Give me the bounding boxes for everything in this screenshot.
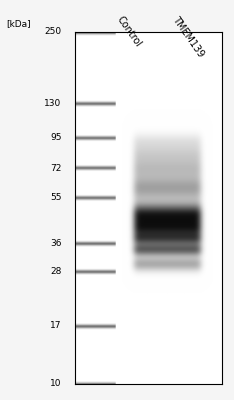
- Text: Control: Control: [115, 14, 143, 48]
- Text: 130: 130: [44, 99, 61, 108]
- Text: 55: 55: [50, 193, 61, 202]
- Text: 17: 17: [50, 322, 61, 330]
- Text: 28: 28: [50, 267, 61, 276]
- Text: 95: 95: [50, 133, 61, 142]
- Text: 72: 72: [50, 164, 61, 173]
- Text: 250: 250: [44, 28, 61, 36]
- Text: 10: 10: [50, 380, 61, 388]
- Text: TMEM139: TMEM139: [171, 14, 206, 58]
- Text: 36: 36: [50, 240, 61, 248]
- Text: [kDa]: [kDa]: [6, 20, 31, 28]
